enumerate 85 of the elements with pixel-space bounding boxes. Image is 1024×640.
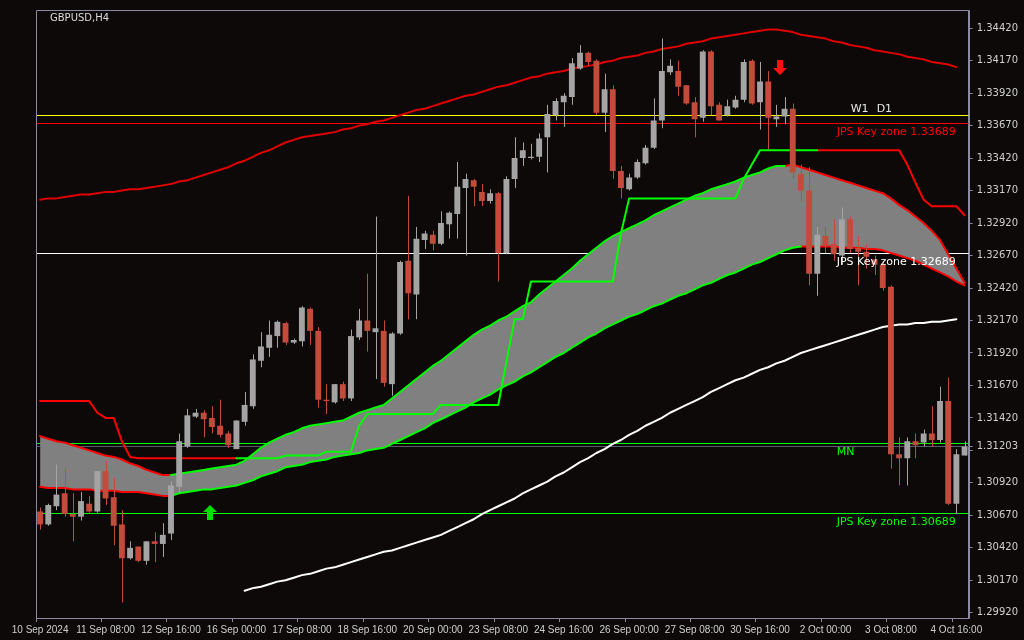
candlestick (928, 405, 935, 448)
x-tick-label: 12 Sep 16:00 (141, 623, 202, 635)
x-tick-label: 23 Sep 08:00 (468, 623, 529, 635)
y-tick-label: 1.33170 (976, 184, 1019, 196)
candlestick (217, 399, 224, 438)
x-tick-label: 30 Sep 16:00 (730, 623, 791, 635)
candlestick (896, 436, 903, 486)
candlestick (61, 468, 68, 518)
x-tick-label: 16 Sep 00:00 (206, 623, 267, 635)
candlestick (339, 381, 346, 402)
y-tick-label: 1.32420 (976, 281, 1019, 293)
candlestick (258, 331, 264, 368)
chart-title: GBPUSD,H4 (50, 12, 110, 23)
candlestick (446, 210, 453, 240)
x-tick-label: 17 Sep 08:00 (272, 623, 333, 635)
candlestick (601, 73, 608, 133)
y-tick-label: 1.30920 (976, 476, 1019, 488)
y-tick-label: 1.30420 (976, 541, 1019, 553)
y-tick-label: 1.34170 (976, 54, 1019, 66)
ref-line-label: JPS Key zone 1.33689 (835, 125, 956, 139)
y-tick-label: 1.31203 (976, 439, 1019, 451)
candlestick (904, 436, 911, 486)
x-tick-label: 2 Oct 00:00 (799, 623, 852, 635)
candlestick (675, 60, 682, 97)
ref-line-label: MN (836, 444, 855, 458)
candlestick (421, 230, 428, 250)
y-tick-label: 1.32670 (976, 249, 1019, 261)
candlestick (78, 491, 84, 522)
y-tick-label: 1.31670 (976, 379, 1019, 391)
annotation: D1 (876, 102, 893, 116)
y-tick-label: 1.33920 (976, 86, 1019, 98)
y-tick-label: 1.31920 (976, 346, 1019, 358)
annotation: W1 (850, 102, 869, 116)
candlestick (45, 503, 52, 527)
x-tick-label: 11 Sep 08:00 (76, 623, 136, 635)
candlestick (618, 165, 624, 199)
y-tick-label: 1.30170 (976, 573, 1019, 585)
x-tick-label: 27 Sep 08:00 (664, 623, 725, 635)
candlestick (544, 104, 551, 173)
candlestick (691, 96, 698, 138)
candlestick (511, 136, 518, 189)
candlestick (208, 405, 215, 435)
y-tick-label: 1.29920 (976, 606, 1019, 618)
candlestick (478, 183, 485, 207)
candlestick (438, 210, 444, 246)
y-tick-label: 1.33670 (976, 119, 1019, 131)
y-tick-label: 1.33420 (976, 151, 1019, 163)
candlestick (159, 522, 166, 558)
candlestick (519, 142, 526, 167)
y-tick-label: 1.34420 (976, 21, 1019, 33)
candlestick (560, 92, 567, 128)
candlestick (127, 540, 134, 561)
candlestick (470, 178, 477, 207)
candlestick (69, 492, 76, 542)
x-tick-label: 18 Sep 16:00 (337, 623, 398, 635)
candlestick (577, 44, 583, 71)
y-tick-label: 1.30670 (976, 508, 1019, 520)
candlestick (536, 132, 543, 163)
x-tick-label: 3 Oct 08:00 (865, 623, 918, 635)
candlestick (634, 158, 641, 180)
candlestick (200, 409, 207, 438)
y-tick-label: 1.31420 (976, 411, 1019, 423)
x-tick-label: 4 Oct 16:00 (930, 623, 983, 635)
candlestick (307, 307, 314, 346)
candlestick (364, 273, 371, 353)
candlestick (683, 84, 690, 106)
x-tick-label: 24 Sep 16:00 (533, 623, 594, 635)
ref-line-label: JPS Key zone 1.30689 (835, 514, 956, 528)
candlestick (241, 391, 248, 427)
x-tick-label: 10 Sep 2024 (11, 623, 69, 635)
x-tick-label: 26 Sep 00:00 (599, 623, 660, 635)
y-tick-label: 1.32170 (976, 314, 1019, 326)
x-tick-label: 20 Sep 00:00 (403, 623, 463, 635)
candlestick (37, 507, 44, 531)
candlestick (429, 230, 436, 251)
candlestick (274, 320, 281, 349)
candlestick (781, 96, 788, 125)
y-tick-label: 1.32920 (976, 216, 1019, 228)
candlestick (266, 320, 273, 358)
candlestick (356, 308, 363, 341)
candlestick (757, 61, 763, 131)
candlestick (151, 531, 158, 563)
candlestick (830, 218, 837, 262)
candlestick (331, 383, 338, 405)
candlestick (797, 164, 804, 202)
